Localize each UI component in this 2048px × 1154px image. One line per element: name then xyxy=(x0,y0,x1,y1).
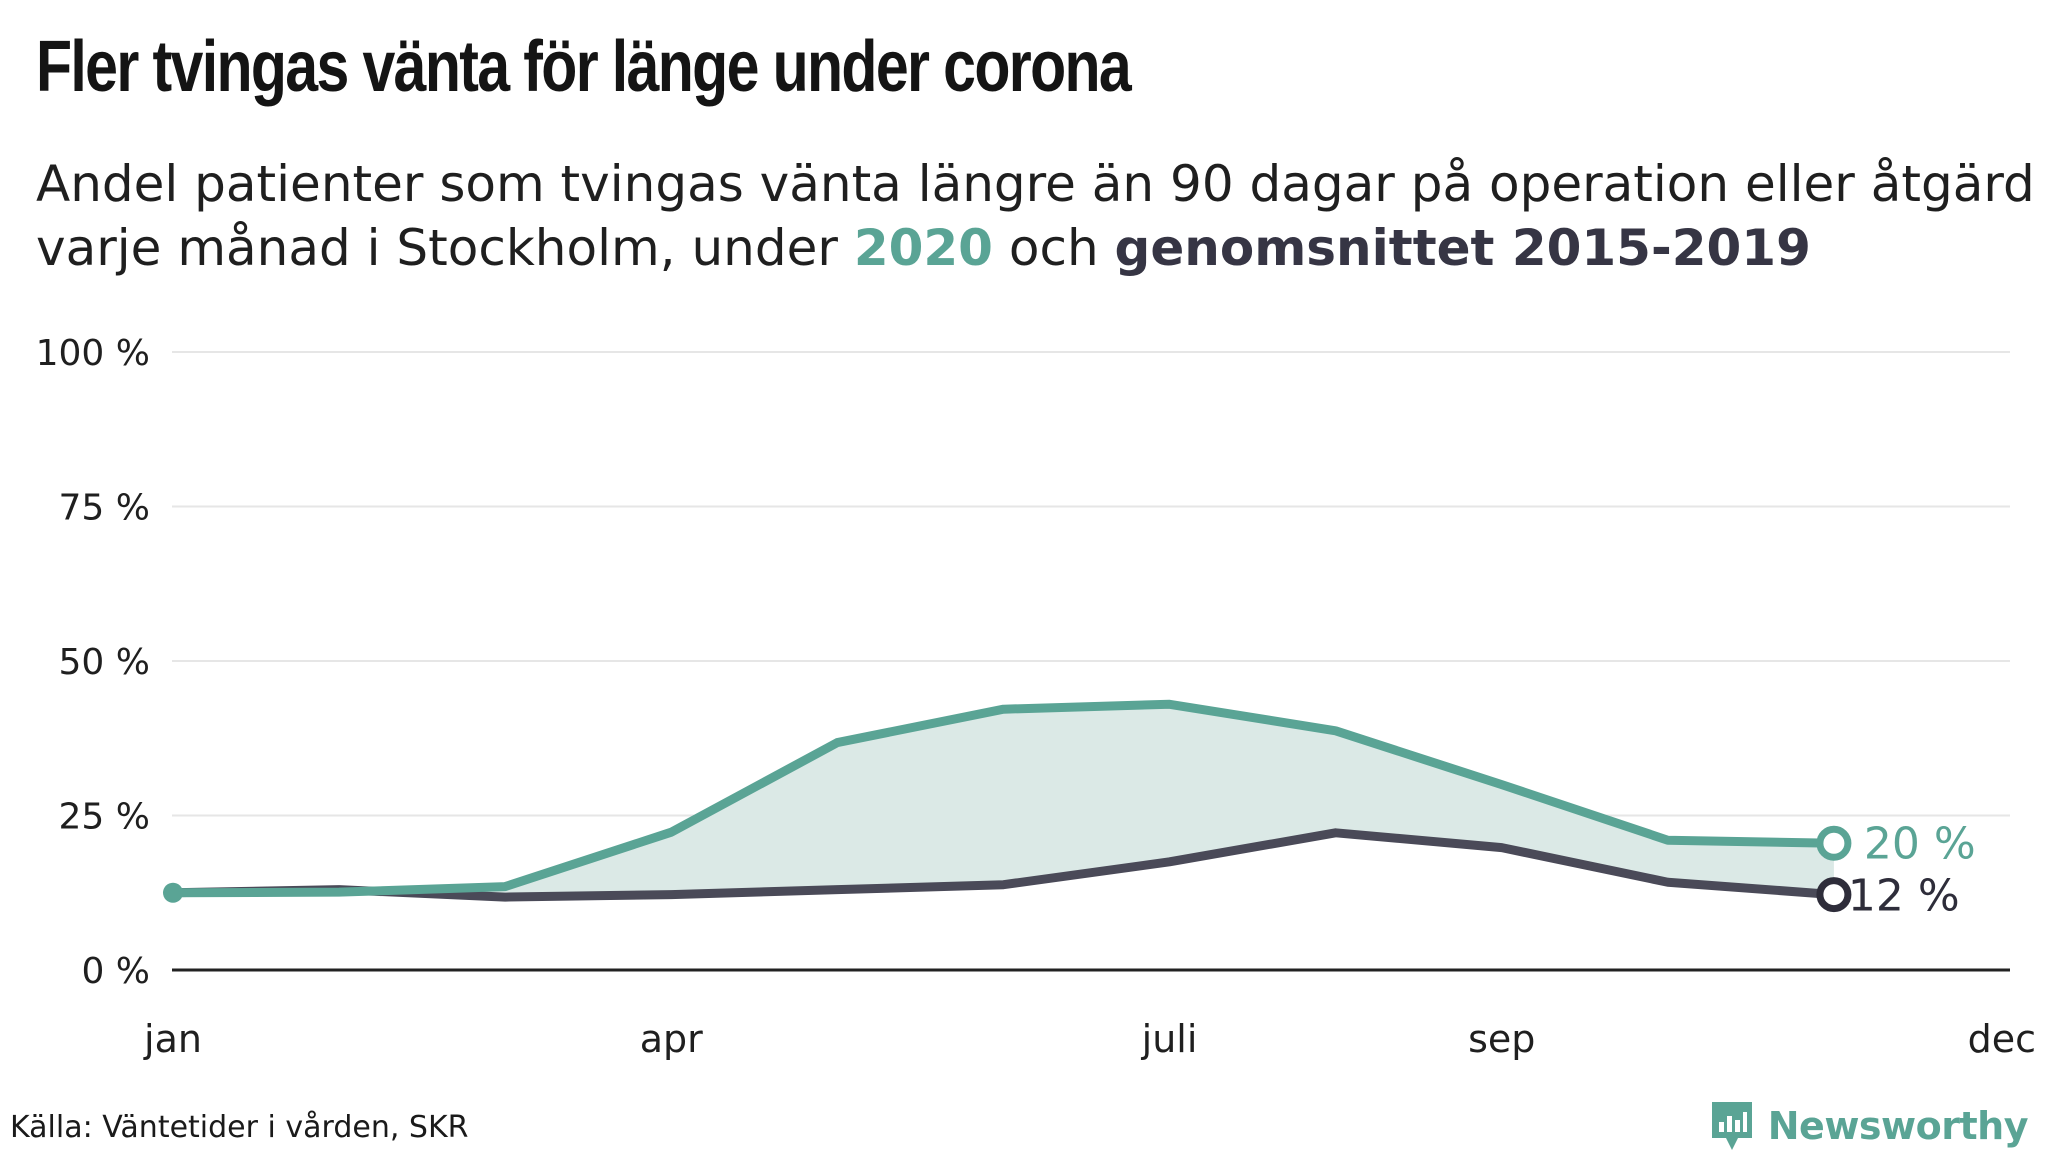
chart-title: Fler tvingas vänta för länge under coron… xyxy=(36,27,1132,107)
x-tick-label: jan xyxy=(143,1017,202,1061)
x-axis-labels: jan apr juli sep dec xyxy=(143,1017,2036,1061)
series-end-label-2020: 20 % xyxy=(1864,818,1976,869)
series-line-2020 xyxy=(168,699,1839,898)
series-lines xyxy=(168,699,1839,902)
x-tick-label: sep xyxy=(1468,1017,1535,1061)
area-between-series-fill xyxy=(173,704,1834,898)
subtitle-line-1: Andel patienter som tvingas vänta längre… xyxy=(36,155,2035,213)
series-end-labels: 20 %12 % xyxy=(1848,818,1976,921)
subtitle-line-2-prefix: varje månad i Stockholm, under xyxy=(36,219,854,277)
series-start-marker-2020 xyxy=(163,882,183,903)
series-markers xyxy=(163,825,1852,913)
y-tick-label: 75 % xyxy=(59,488,150,529)
grid-lines xyxy=(172,351,2010,817)
brand-name: Newsworthy xyxy=(1767,1104,2029,1148)
brand-logo: Newsworthy xyxy=(1708,1098,2029,1154)
y-tick-label: 25 % xyxy=(59,797,150,838)
series-end-label-average: 12 % xyxy=(1848,871,1960,922)
y-tick-label: 0 % xyxy=(81,951,150,992)
subtitle-middle: och xyxy=(992,219,1115,277)
y-tick-label: 100 % xyxy=(36,333,150,374)
chart-subtitle: Andel patienter som tvingas vänta längre… xyxy=(36,152,2035,280)
subtitle-highlight-2020: 2020 xyxy=(853,219,993,277)
subtitle-highlight-average: genomsnittet 2015-2019 xyxy=(1114,219,1811,277)
y-tick-label: 50 % xyxy=(59,642,150,683)
series-end-marker-average xyxy=(1816,877,1852,913)
series-end-marker-2020 xyxy=(1816,825,1852,861)
x-tick-label: dec xyxy=(1968,1017,2036,1061)
x-tick-label: juli xyxy=(1141,1017,1198,1061)
x-tick-label: apr xyxy=(640,1017,703,1061)
y-axis-labels: 0 % 25 % 50 % 75 % 100 % xyxy=(36,333,150,992)
newsworthy-logo-icon xyxy=(1711,1102,1752,1150)
series-line-average xyxy=(168,828,1839,902)
area-between-series xyxy=(173,704,1834,898)
source-note: Källa: Väntetider i vården, SKR xyxy=(10,1110,469,1145)
